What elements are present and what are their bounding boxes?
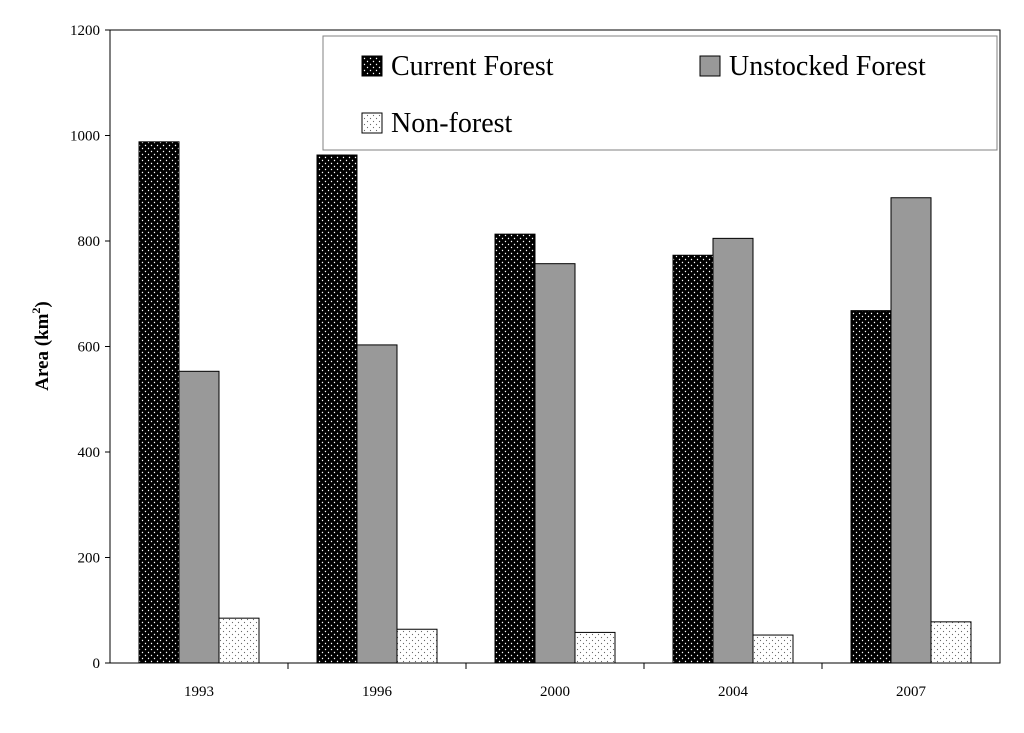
bar-current-forest-1996 — [316, 154, 358, 664]
bar-unstocked-forest-2007 — [890, 197, 932, 664]
bar-unstocked-forest-2000 — [534, 263, 576, 664]
bars — [138, 141, 972, 664]
bar-non-forest-1996 — [396, 628, 438, 664]
y-axis-title-close: ) — [32, 301, 53, 307]
y-tick-label: 400 — [78, 445, 101, 461]
y-tick-label: 800 — [78, 234, 101, 250]
legend-label-unstocked-forest: Unstocked Forest — [729, 51, 926, 82]
x-tick-label: 2007 — [896, 684, 927, 700]
x-tick-label: 1993 — [184, 684, 214, 700]
bar-non-forest-2007 — [930, 621, 972, 664]
y-axis-title: Area (km2) — [29, 301, 53, 391]
x-tick-label: 2000 — [540, 684, 570, 700]
y-axis-title-main: Area (km — [32, 313, 53, 390]
bar-current-forest-1993 — [138, 141, 180, 664]
legend-swatch-unstocked-forest — [699, 55, 721, 77]
legend-label-non-forest: Non-forest — [391, 108, 513, 139]
y-axis-title-sup: 2 — [29, 308, 43, 314]
x-tick-label: 2004 — [718, 684, 749, 700]
x-axis-ticks: 1993 1996 2000 2004 2007 — [184, 663, 927, 700]
legend-box — [322, 35, 998, 151]
y-tick-label: 1000 — [70, 129, 100, 145]
legend-swatch-current-forest — [361, 55, 383, 77]
bar-current-forest-2004 — [672, 254, 714, 664]
bar-unstocked-forest-2004 — [712, 237, 754, 664]
bar-unstocked-forest-1996 — [356, 344, 398, 664]
bar-non-forest-2004 — [752, 634, 794, 664]
bar-current-forest-2007 — [850, 310, 892, 664]
x-tick-label: 1996 — [362, 684, 393, 700]
bar-current-forest-2000 — [494, 233, 536, 664]
bar-non-forest-2000 — [574, 631, 616, 664]
y-tick-label: 600 — [78, 340, 101, 356]
y-tick-label: 1200 — [70, 23, 100, 39]
legend-swatch-non-forest — [361, 112, 383, 134]
bar-unstocked-forest-1993 — [178, 370, 220, 664]
legend: Current Forest Unstocked Forest Non-forest — [322, 35, 998, 151]
y-tick-label: 200 — [78, 551, 101, 567]
bar-non-forest-1993 — [218, 617, 260, 664]
y-axis-ticks: 0 200 400 600 800 1000 1200 — [70, 23, 110, 672]
legend-label-current-forest: Current Forest — [391, 51, 554, 82]
y-tick-label: 0 — [93, 656, 101, 672]
